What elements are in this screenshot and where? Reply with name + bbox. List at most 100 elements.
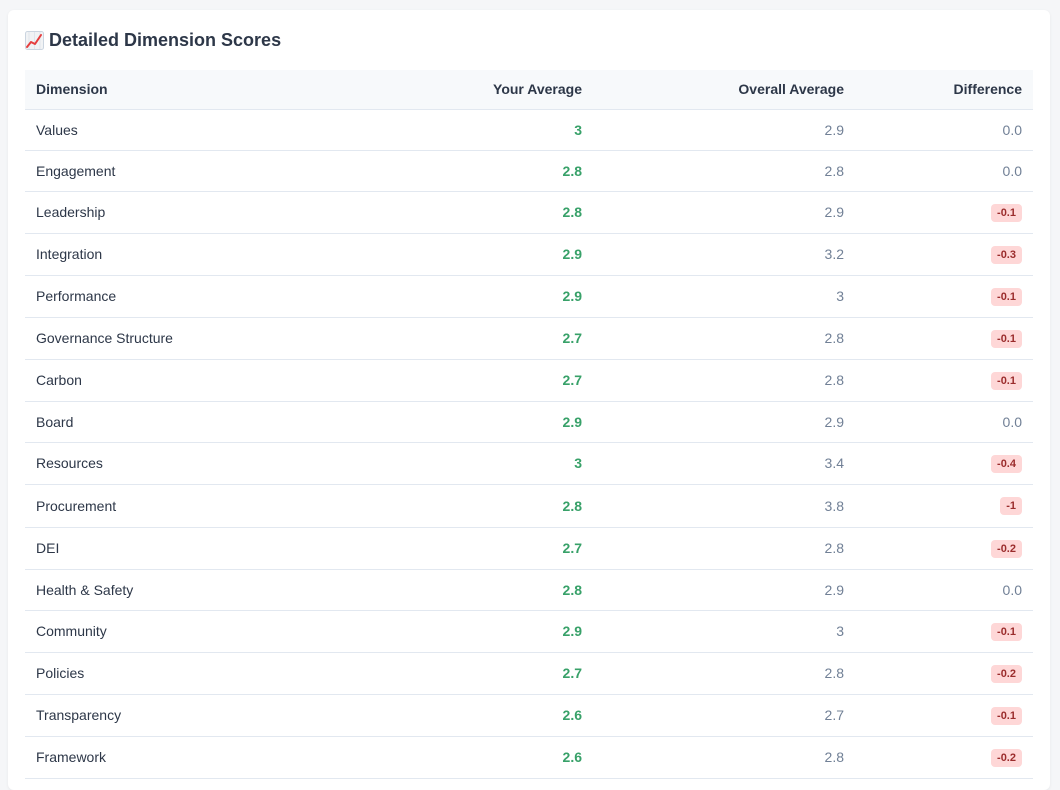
overall-average-cell: 3 <box>836 288 844 304</box>
negative-difference-badge: -1 <box>1000 497 1022 515</box>
table-row: Integration 2.9 3.2 -0.3 <box>25 233 1033 275</box>
your-average-cell: 2.7 <box>562 330 582 346</box>
dimension-cell: Governance Structure <box>36 330 173 346</box>
dimension-cell: Performance <box>36 288 117 304</box>
difference-cell: -0.2 <box>855 652 1033 694</box>
negative-difference-badge: -0.1 <box>991 329 1022 348</box>
your-average-cell: 2.6 <box>562 749 582 765</box>
table-header-row: Dimension Your Average Overall Average D… <box>25 70 1033 110</box>
difference-cell: -0.1 <box>855 610 1033 652</box>
your-average-cell: 2.7 <box>562 372 582 388</box>
section-title: Detailed Dimension Scores <box>25 30 281 51</box>
your-average-cell: 2.9 <box>562 246 582 262</box>
difference-cell: -0.1 <box>855 317 1033 359</box>
your-average-cell: 2.9 <box>562 623 582 639</box>
difference-cell: 0.0 <box>1002 413 1022 430</box>
overall-average-cell: 2.8 <box>824 749 844 765</box>
dimension-cell: Carbon <box>36 372 82 388</box>
your-average-cell: 2.9 <box>562 288 582 304</box>
table-row: Health & Safety 2.8 2.9 0.0 <box>25 569 1033 610</box>
your-average-cell: 2.8 <box>562 581 582 598</box>
dimension-cell: Framework <box>36 749 107 765</box>
difference-cell: -0.1 <box>855 359 1033 401</box>
header-your-average[interactable]: Your Average <box>359 70 593 110</box>
chart-increasing-icon <box>25 31 44 50</box>
table-row: Values 3 2.9 0.0 <box>25 109 1033 150</box>
difference-cell: -0.1 <box>855 694 1033 736</box>
overall-average-cell: 3.2 <box>824 246 844 262</box>
your-average-cell: 2.8 <box>562 162 582 179</box>
dimension-cell: Procurement <box>36 497 117 514</box>
overall-average-cell: 2.8 <box>824 540 844 556</box>
your-average-cell: 2.7 <box>562 540 582 556</box>
negative-difference-badge: -0.2 <box>991 748 1022 767</box>
negative-difference-badge: -0.2 <box>991 539 1022 558</box>
difference-cell: -1 <box>855 484 1033 527</box>
difference-cell: -0.2 <box>855 527 1033 569</box>
dimension-cell: DEI <box>36 540 60 556</box>
negative-difference-badge: -0.1 <box>991 622 1022 641</box>
overall-average-cell: 3.4 <box>824 455 844 471</box>
overall-average-cell: 2.9 <box>824 413 844 430</box>
dimension-scores-table: Dimension Your Average Overall Average D… <box>25 70 1033 779</box>
table-row: Leadership 2.8 2.9 -0.1 <box>25 191 1033 233</box>
dimension-cell: Values <box>36 121 78 138</box>
overall-average-cell: 3.8 <box>824 497 844 514</box>
negative-difference-badge: -0.1 <box>991 203 1022 222</box>
negative-difference-badge: -0.1 <box>991 706 1022 725</box>
your-average-cell: 2.8 <box>562 204 582 220</box>
overall-average-cell: 2.9 <box>824 204 844 220</box>
table-row: DEI 2.7 2.8 -0.2 <box>25 527 1033 569</box>
table-row: Policies 2.7 2.8 -0.2 <box>25 652 1033 694</box>
table-row: Performance 2.9 3 -0.1 <box>25 275 1033 317</box>
header-difference[interactable]: Difference <box>855 70 1033 110</box>
dimension-cell: Engagement <box>36 162 116 179</box>
your-average-cell: 3 <box>574 121 582 138</box>
overall-average-cell: 2.8 <box>824 162 844 179</box>
dimension-cell: Policies <box>36 665 85 681</box>
table-row: Transparency 2.6 2.7 -0.1 <box>25 694 1033 736</box>
dimension-cell: Board <box>36 413 74 430</box>
dimension-cell: Leadership <box>36 204 106 220</box>
overall-average-cell: 2.9 <box>824 121 844 138</box>
difference-cell: 0.0 <box>1002 121 1022 138</box>
your-average-cell: 2.9 <box>562 413 582 430</box>
overall-average-cell: 2.8 <box>824 330 844 346</box>
overall-average-cell: 2.8 <box>824 372 844 388</box>
negative-difference-badge: -0.1 <box>991 287 1022 306</box>
your-average-cell: 2.7 <box>562 665 582 681</box>
table-row: Framework 2.6 2.8 -0.2 <box>25 736 1033 778</box>
dimension-cell: Transparency <box>36 707 122 723</box>
table-row: Engagement 2.8 2.8 0.0 <box>25 150 1033 191</box>
dimension-cell: Health & Safety <box>36 581 134 598</box>
your-average-cell: 2.6 <box>562 707 582 723</box>
overall-average-cell: 2.9 <box>824 581 844 598</box>
overall-average-cell: 3 <box>836 623 844 639</box>
your-average-cell: 2.8 <box>562 497 582 514</box>
difference-cell: -0.1 <box>855 191 1033 233</box>
negative-difference-badge: -0.1 <box>991 371 1022 390</box>
difference-cell: -0.3 <box>855 233 1033 275</box>
difference-cell: 0.0 <box>1002 162 1022 179</box>
table-row: Governance Structure 2.7 2.8 -0.1 <box>25 317 1033 359</box>
your-average-cell: 3 <box>574 455 582 471</box>
section-title-text: Detailed Dimension Scores <box>49 30 282 50</box>
header-dimension[interactable]: Dimension <box>25 70 359 110</box>
table-row: Carbon 2.7 2.8 -0.1 <box>25 359 1033 401</box>
negative-difference-badge: -0.2 <box>991 664 1022 683</box>
difference-cell: -0.2 <box>855 736 1033 778</box>
negative-difference-badge: -0.3 <box>991 245 1022 264</box>
table-row: Board 2.9 2.9 0.0 <box>25 401 1033 442</box>
difference-cell: 0.0 <box>1002 581 1022 598</box>
table-row: Resources 3 3.4 -0.4 <box>25 442 1033 484</box>
dimension-cell: Resources <box>36 455 103 471</box>
dimension-cell: Integration <box>36 246 103 262</box>
difference-cell: -0.1 <box>855 275 1033 317</box>
dimension-cell: Community <box>36 623 107 639</box>
dimension-scores-card: Detailed Dimension Scores Dimension Your… <box>8 10 1050 790</box>
header-overall-average[interactable]: Overall Average <box>593 70 855 110</box>
negative-difference-badge: -0.4 <box>991 454 1022 473</box>
overall-average-cell: 2.8 <box>824 665 844 681</box>
table-row: Community 2.9 3 -0.1 <box>25 610 1033 652</box>
overall-average-cell: 2.7 <box>824 707 844 723</box>
